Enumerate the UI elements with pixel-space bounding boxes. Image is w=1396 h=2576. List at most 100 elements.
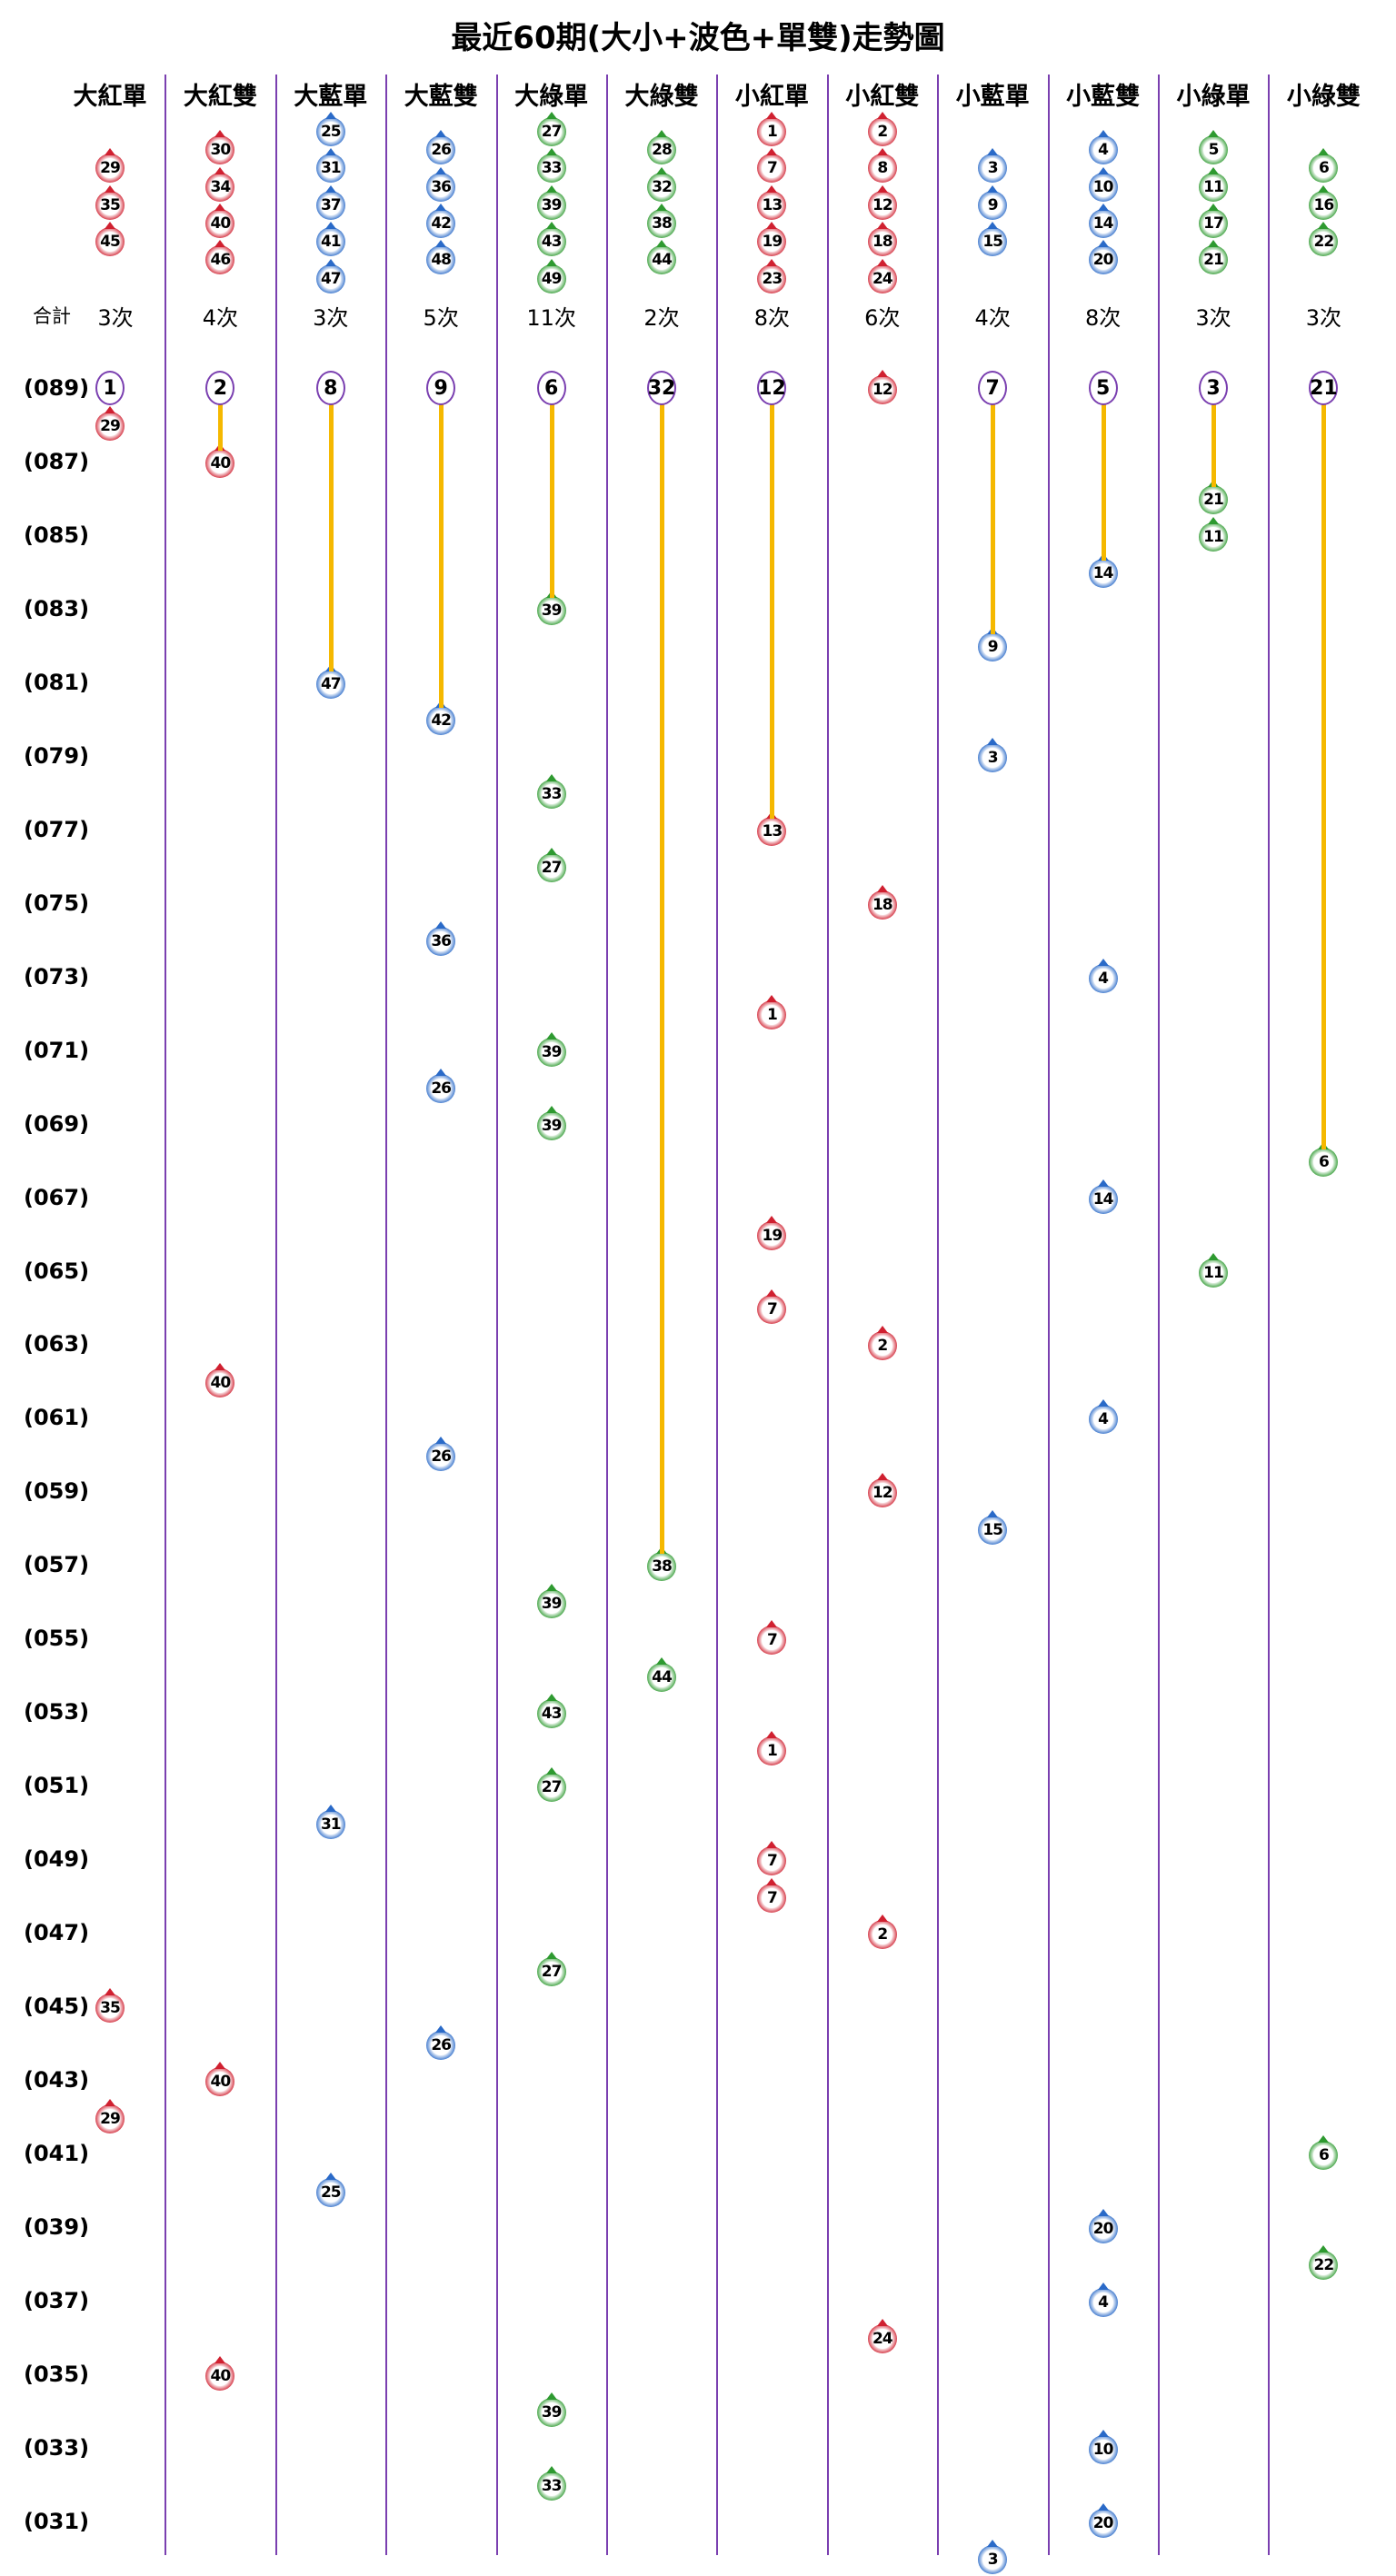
ball-number: 9 [982, 637, 1003, 658]
draw-ball: 7 [757, 1877, 787, 1913]
column-divider [1047, 75, 1050, 2555]
trend-line [549, 404, 554, 598]
header-ball: 39 [536, 184, 566, 220]
draw-ball: 42 [426, 701, 456, 736]
ball-number: 44 [652, 250, 673, 271]
column-divider [1268, 75, 1271, 2555]
period-label: (047) [24, 1920, 90, 1946]
header-ball: 9 [978, 184, 1008, 220]
draw-ball: 15 [978, 1509, 1008, 1545]
ball-number: 45 [100, 232, 121, 253]
draw-ball: 26 [426, 2024, 456, 2060]
draw-ball: 44 [647, 1656, 676, 1692]
header-ball: 2 [867, 112, 897, 146]
draw-ball: 40 [205, 2355, 235, 2391]
ball-number: 40 [210, 1372, 231, 1393]
ball-number: 24 [872, 268, 893, 289]
draw-ball: 7 [757, 1841, 787, 1876]
ball-number: 14 [1092, 563, 1113, 584]
draw-ball: 14 [1088, 1179, 1118, 1214]
column-header: 小紅單 [734, 83, 809, 111]
header-ball: 22 [1309, 222, 1339, 257]
trend-line [1212, 404, 1216, 488]
column-header: 小紅雙 [845, 83, 920, 111]
column-divider [606, 75, 608, 2555]
omission-count: 32 [647, 371, 676, 405]
column-total: 8次 [1084, 305, 1122, 331]
header-ball: 4 [1088, 130, 1118, 165]
omission-count: 12 [757, 371, 787, 405]
period-label: (067) [24, 1184, 90, 1210]
draw-ball: 36 [426, 921, 456, 957]
header-ball: 46 [205, 240, 235, 275]
period-label: (075) [24, 890, 90, 916]
period-label: (069) [24, 1110, 90, 1137]
draw-ball: 4 [1088, 958, 1118, 993]
ball-number: 6 [1313, 158, 1334, 179]
column-divider [165, 75, 167, 2555]
ball-number: 25 [320, 2182, 342, 2203]
column-total: 11次 [526, 305, 576, 331]
header-ball: 19 [757, 222, 787, 257]
total-label: 合計 [33, 305, 71, 327]
draw-ball: 4 [1088, 2282, 1118, 2317]
period-label: (051) [24, 1773, 90, 1799]
ball-number: 48 [431, 250, 452, 271]
column-header: 大藍單 [294, 83, 368, 111]
period-label: (053) [24, 1699, 90, 1726]
header-ball: 21 [1199, 240, 1228, 275]
ball-number: 15 [982, 232, 1003, 253]
column-header: 大紅雙 [183, 83, 257, 111]
ball-number: 49 [541, 268, 562, 289]
header-ball: 10 [1088, 166, 1118, 202]
period-label: (045) [24, 1994, 90, 2020]
draw-ball: 9 [978, 627, 1008, 662]
header-ball: 27 [536, 112, 566, 146]
ball-number: 26 [431, 1079, 452, 1099]
column-total: 8次 [753, 305, 791, 331]
ball-number: 10 [1092, 176, 1113, 197]
column-total: 2次 [643, 305, 680, 331]
ball-number: 17 [1203, 214, 1224, 234]
trend-line [439, 404, 444, 709]
ball-number: 1 [762, 122, 783, 142]
column-header: 小藍雙 [1066, 83, 1141, 111]
column-divider [1158, 75, 1160, 2555]
header-ball: 13 [757, 184, 787, 220]
draw-ball: 4 [1088, 1399, 1118, 1435]
ball-number: 35 [100, 194, 121, 215]
draw-ball: 40 [205, 1362, 235, 1397]
draw-ball: 39 [536, 2392, 566, 2428]
ball-number: 39 [541, 600, 562, 621]
ball-number: 35 [100, 1998, 121, 2019]
header-ball: 16 [1309, 184, 1339, 220]
ball-number: 16 [1313, 194, 1334, 215]
ball-number: 7 [762, 158, 783, 179]
header-ball: 41 [315, 222, 345, 257]
period-label: (077) [24, 816, 90, 842]
period-label: (061) [24, 1405, 90, 1431]
header-ball: 42 [426, 204, 456, 238]
ball-number: 28 [652, 140, 673, 161]
header-ball: 34 [205, 166, 235, 202]
ball-number: 14 [1092, 1189, 1113, 1209]
column-divider [937, 75, 940, 2555]
ball-number: 2 [872, 1925, 892, 1945]
ball-number: 33 [541, 784, 562, 805]
ball-number: 26 [431, 2034, 452, 2055]
header-ball: 17 [1199, 204, 1228, 238]
ball-number: 7 [762, 1299, 783, 1319]
header-ball: 43 [536, 222, 566, 257]
draw-ball: 11 [1199, 1252, 1228, 1288]
column-divider [495, 75, 498, 2555]
header-ball: 24 [867, 258, 897, 293]
ball-number: 4 [1092, 2292, 1113, 2312]
trend-line [660, 404, 664, 1555]
draw-ball: 21 [1199, 480, 1228, 515]
ball-number: 2 [872, 122, 892, 142]
ball-number: 44 [652, 1666, 673, 1687]
ball-number: 47 [320, 268, 342, 289]
trend-line [328, 404, 334, 671]
period-label: (041) [24, 2141, 90, 2167]
draw-ball: 40 [205, 2062, 235, 2097]
